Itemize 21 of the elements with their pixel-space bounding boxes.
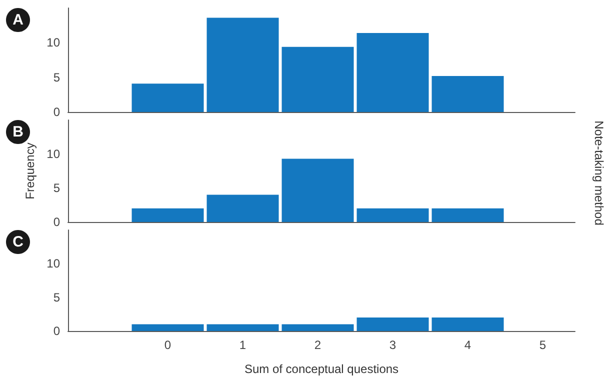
x-tick-label: 0 (164, 338, 172, 352)
x-tick-label: 2 (314, 338, 322, 352)
y-tick-label: 0 (53, 215, 60, 229)
y-tick-label: 10 (46, 256, 60, 271)
y-tick-label: 10 (46, 147, 60, 161)
chart-title: C (12, 234, 24, 250)
chart-title: A (12, 12, 24, 28)
x-tick-label: 1 (239, 338, 246, 352)
y-tick-label: 0 (53, 324, 60, 338)
x-tick-label: 4 (464, 338, 472, 352)
y-tick-label: 5 (53, 290, 60, 304)
y-tick-label: 5 (53, 70, 60, 84)
chart-title: B (12, 124, 24, 140)
y-axis-title: Frequency (22, 142, 37, 200)
y-tick-label: 0 (53, 105, 60, 119)
x-tick-label: 5 (539, 338, 546, 352)
y-tick-label: 10 (46, 36, 60, 50)
x-axis-title: Sum of conceptual questions (244, 362, 399, 376)
y2-axis-title: Note-taking method (592, 120, 606, 226)
y-tick-label: 5 (53, 181, 60, 195)
x-tick-label: 3 (389, 338, 396, 352)
